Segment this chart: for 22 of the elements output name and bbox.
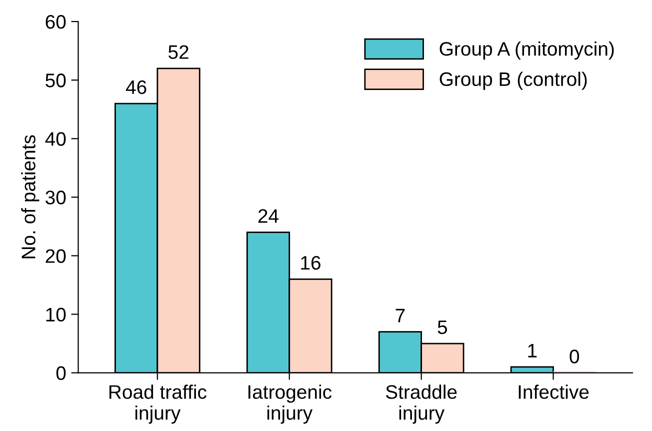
legend-label: Group B (control): [440, 72, 587, 90]
y-tick-label: 0: [56, 366, 66, 380]
data-label: 52: [168, 45, 188, 59]
legend-label: Group A (mitomycin): [440, 41, 614, 60]
y-tick-label: 10: [46, 308, 66, 322]
y-tick-label: 30: [46, 190, 66, 204]
y-tick-label: 20: [46, 249, 66, 263]
y-tick-label: 50: [46, 74, 66, 88]
x-tick-label: Straddle injury: [386, 384, 457, 424]
y-tick-label: 60: [46, 15, 66, 29]
y-axis-title: No. of patients: [21, 135, 40, 258]
y-tick-label: 40: [45, 132, 66, 146]
data-label: 24: [258, 209, 278, 223]
data-label: 46: [126, 80, 146, 94]
x-tick-label: Road traffic injury: [109, 384, 206, 424]
x-tick-label: Iatrogenic injury: [248, 384, 332, 424]
data-label: 1: [528, 344, 537, 358]
x-tick-label: Infective: [518, 384, 589, 399]
data-label: 0: [570, 350, 580, 364]
data-label: 7: [396, 308, 405, 322]
data-label: 16: [301, 256, 320, 270]
data-label: 5: [438, 320, 448, 334]
